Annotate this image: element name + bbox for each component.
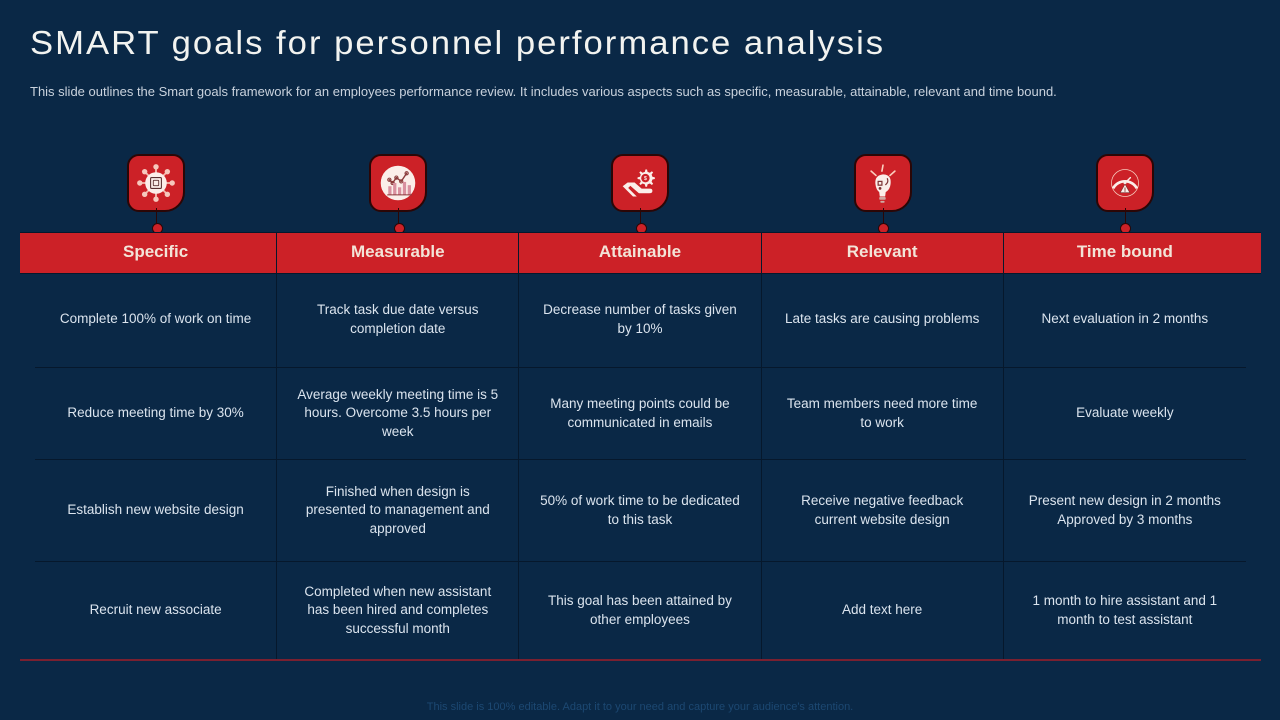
svg-text:$: $ (644, 176, 647, 182)
